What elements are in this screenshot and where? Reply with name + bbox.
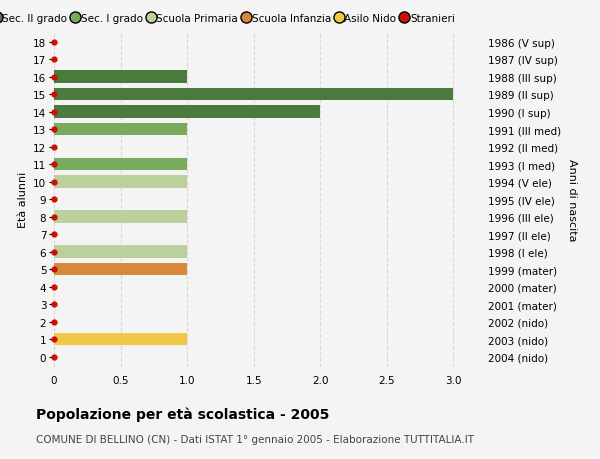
Bar — [54, 71, 187, 84]
Bar — [54, 123, 187, 136]
Y-axis label: Anni di nascita: Anni di nascita — [568, 158, 577, 241]
Bar — [54, 263, 187, 276]
Bar — [54, 106, 320, 119]
Bar — [54, 246, 187, 258]
Bar — [54, 89, 454, 101]
Y-axis label: Età alunni: Età alunni — [17, 172, 28, 228]
Text: Popolazione per età scolastica - 2005: Popolazione per età scolastica - 2005 — [36, 406, 329, 421]
Bar — [54, 158, 187, 171]
Legend: Sec. II grado, Sec. I grado, Scuola Primaria, Scuola Infanzia, Asilo Nido, Stran: Sec. II grado, Sec. I grado, Scuola Prim… — [0, 14, 455, 23]
Text: COMUNE DI BELLINO (CN) - Dati ISTAT 1° gennaio 2005 - Elaborazione TUTTITALIA.IT: COMUNE DI BELLINO (CN) - Dati ISTAT 1° g… — [36, 434, 474, 444]
Bar — [54, 176, 187, 189]
Bar — [54, 211, 187, 224]
Bar — [54, 333, 187, 346]
